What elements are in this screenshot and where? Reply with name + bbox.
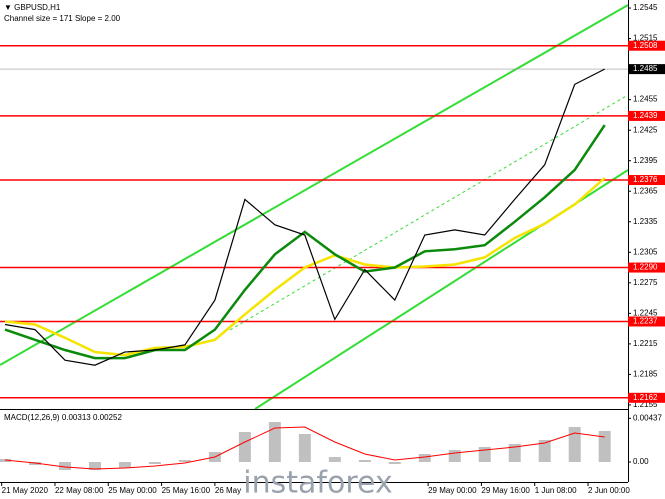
macd-label: MACD(12,26,9) 0.00313 0.00252 [4,413,122,422]
x-tick-label: 29 May 00:00 [428,486,477,495]
macd-bar [568,427,581,462]
macd-bar [448,450,461,462]
level-label-box [628,392,665,403]
level-label-box [628,316,665,327]
macd-bar [358,460,371,462]
y-tick-label: 1.2335 [633,217,658,226]
x-tick-label: 21 May 2020 [2,486,49,495]
macd-y-tick-label: 0.00437 [633,413,662,422]
macd-bar [238,432,251,462]
y-tick-label: 1.2305 [633,247,658,256]
x-tick-label: 1 Jun 08:00 [535,486,577,495]
last-price-label: 1.2485 [633,64,658,73]
y-tick-label: 1.2365 [633,186,658,195]
x-tick-label: 25 May 16:00 [162,486,211,495]
y-tick-label: 1.2455 [633,95,658,104]
y-tick-label: 1.2425 [633,125,658,134]
signal-value: 0.00252 [93,413,122,422]
macd-bar [388,462,401,464]
x-tick-label: 25 May 00:00 [108,486,157,495]
last-price-box [628,64,665,75]
macd-bar [118,462,131,468]
channel-upper [0,4,629,366]
x-tick-label: 2 Jun 00:00 [588,486,630,495]
macd-bar [148,462,161,464]
price-line [4,68,605,366]
level-label: 1.2237 [633,317,658,326]
macd-signal [4,426,605,470]
y-tick-label: 1.2245 [633,308,658,317]
level-label-box [628,40,665,51]
y-tick-label: 1.2155 [633,400,658,409]
level-label: 1.2376 [633,175,658,184]
chart-title-text: GBPUSD,H1 [14,3,61,12]
level-label-box [628,110,665,121]
macd-value: 0.00313 [62,413,91,422]
level-label: 1.2508 [633,41,658,50]
macd-bar [88,462,101,470]
x-tick-label: 22 May 08:00 [55,486,104,495]
chart-title: ▼ GBPUSD,H1 [4,3,61,12]
macd-bar [418,454,431,462]
level-label: 1.2290 [633,263,658,272]
y-tick-label: 1.2215 [633,339,658,348]
macd-bar [58,462,71,470]
y-tick-label: 1.2395 [633,156,658,165]
chart-subtitle: Channel size = 171 Slope = 2.00 [4,14,121,23]
x-tick-label: 29 May 16:00 [481,486,530,495]
moving-average [4,124,606,360]
macd-bar [538,440,551,462]
macd-bar [298,434,311,462]
macd-name: MACD(12,26,9) [4,413,60,422]
macd-bar [598,431,611,462]
y-tick-label: 1.2515 [633,34,658,43]
macd-bar [508,444,521,462]
level-label: 1.2162 [633,393,658,402]
x-tick-label: 26 May [215,486,241,495]
y-tick-label: 1.2275 [633,278,658,287]
level-label-box [628,262,665,273]
level-label: 1.2439 [633,111,658,120]
y-tick-label: 1.2185 [633,370,658,379]
macd-bar [328,457,341,462]
level-label-box [628,175,665,186]
macd-bar [178,460,191,462]
macd-bar [268,422,281,462]
macd-y-tick-label: 0.00 [633,457,649,466]
y-tick-label: 1.2545 [633,3,658,12]
moving-average [4,177,606,357]
watermark: instaforex [243,466,392,499]
channel-middle [229,94,629,331]
